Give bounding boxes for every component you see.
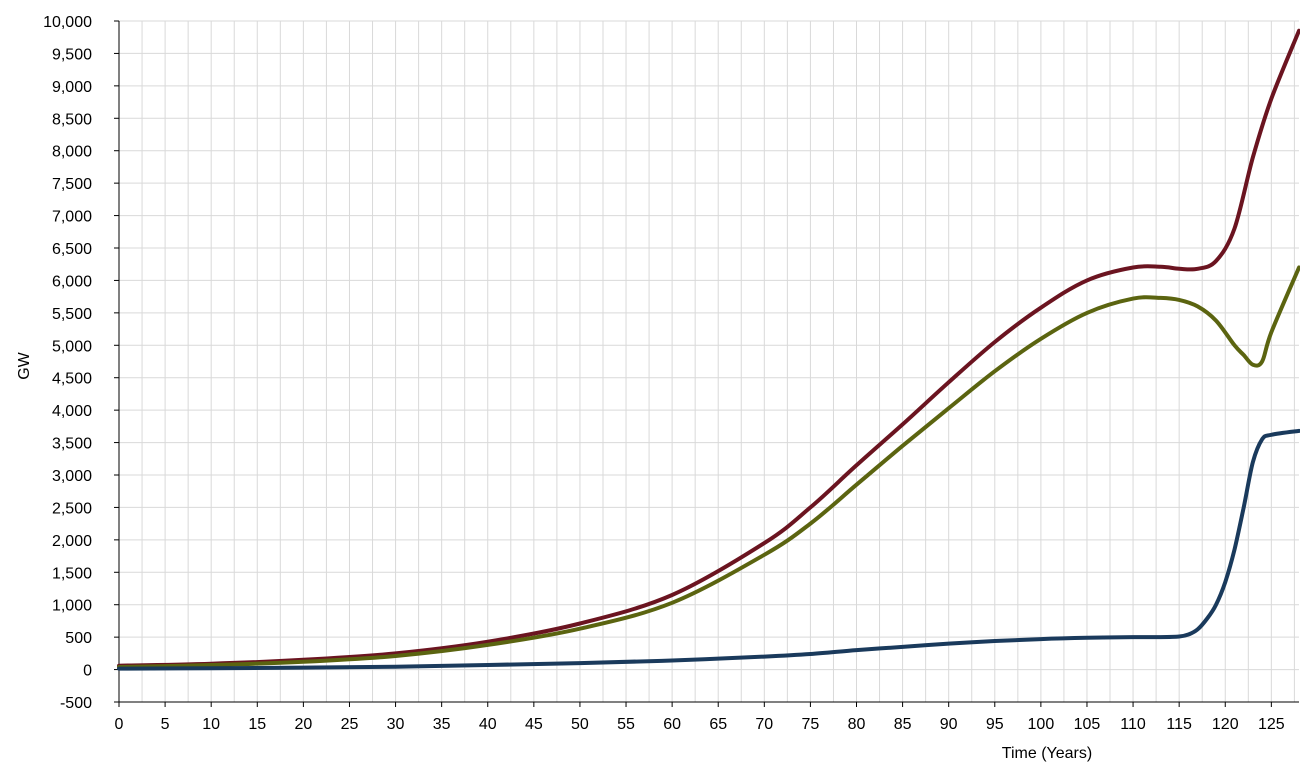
x-tick-label: 85 (894, 716, 912, 733)
x-tick-label: 15 (248, 716, 266, 733)
x-tick-label: 30 (387, 716, 405, 733)
x-tick-label: 20 (294, 716, 312, 733)
grid-lines (119, 20, 1299, 703)
y-tick-label: 7,000 (52, 209, 92, 226)
y-tick-labels: -500 0 500 1,000 1,500 2,000 2,500 3,000 3,500 4,… (43, 14, 92, 712)
x-tick-label: 65 (709, 716, 727, 733)
x-tick-label: 115 (1166, 716, 1192, 733)
y-tick-label: 1,000 (52, 598, 92, 615)
y-tick-label: 2,500 (52, 500, 92, 517)
x-tick-label: 110 (1120, 716, 1146, 733)
x-tick-label: 125 (1258, 716, 1285, 733)
x-tick-label: 10 (202, 716, 220, 733)
x-tick-label: 100 (1028, 716, 1055, 733)
x-axis-label: Time (Years) (1002, 745, 1092, 762)
y-tick-label: 5,000 (52, 338, 92, 355)
y-tick-label: 8,000 (52, 144, 92, 161)
y-tick-label: 5,500 (52, 306, 92, 323)
y-tick-label: 3,000 (52, 468, 92, 485)
x-tick-label: 55 (617, 716, 635, 733)
y-tick-label: 2,000 (52, 533, 92, 550)
axes (114, 20, 1299, 707)
y-axis-label: GW (16, 351, 33, 379)
x-tick-label: 120 (1212, 716, 1239, 733)
series-lines (117, 28, 1300, 671)
x-tick-label: 75 (802, 716, 820, 733)
x-tick-label: 25 (341, 716, 359, 733)
series-line-navy (117, 428, 1300, 671)
x-tick-label: 35 (433, 716, 451, 733)
y-tick-label: -500 (60, 695, 92, 712)
y-tick-label: 9,000 (52, 79, 92, 96)
y-tick-label: 1,500 (52, 565, 92, 582)
x-tick-label: 0 (115, 716, 124, 733)
x-tick-label: 95 (986, 716, 1004, 733)
x-tick-label: 60 (663, 716, 681, 733)
series-line-red (117, 28, 1300, 668)
x-tick-label: 105 (1074, 716, 1101, 733)
y-tick-label: 9,500 (52, 46, 92, 63)
x-tick-label: 40 (479, 716, 497, 733)
x-tick-label: 50 (571, 716, 589, 733)
y-tick-label: 4,500 (52, 371, 92, 388)
y-tick-label: 6,000 (52, 273, 92, 290)
x-tick-label: 80 (848, 716, 866, 733)
x-tick-label: 45 (525, 716, 543, 733)
x-tick-label: 90 (940, 716, 958, 733)
y-tick-label: 3,500 (52, 436, 92, 453)
y-tick-label: 0 (83, 663, 92, 680)
y-tick-label: 4,000 (52, 403, 92, 420)
y-tick-label: 7,500 (52, 176, 92, 193)
x-tick-label: 70 (755, 716, 773, 733)
series-line-olive (117, 265, 1300, 669)
y-tick-label: 6,500 (52, 241, 92, 258)
y-tick-label: 500 (65, 630, 92, 647)
y-tick-label: 10,000 (43, 14, 92, 31)
y-tick-label: 8,500 (52, 111, 92, 128)
x-tick-label: 5 (161, 716, 170, 733)
x-tick-labels: 0 5 10 15 20 25 30 35 40 45 50 55 60 65 70 75 80 85 90 95 10… (115, 716, 1285, 733)
